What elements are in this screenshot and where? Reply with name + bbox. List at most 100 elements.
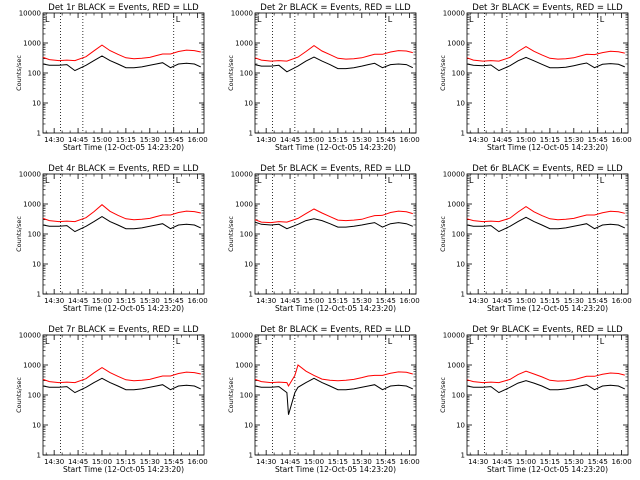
- lld-marker-label: L: [469, 337, 474, 346]
- y-axis-label: Counts/sec: [227, 55, 235, 91]
- lld-marker-label: L: [45, 15, 50, 24]
- y-axis-label: Counts/sec: [439, 55, 447, 91]
- chart-panel-1: Det 1r BLACK = Events, RED = LLD 1 10 100 10…: [15, 3, 208, 152]
- chart-panel-7: Det 7r BLACK = Events, RED = LLD 1 10 100 10…: [15, 325, 208, 474]
- series-events-line: [42, 216, 202, 233]
- y-tick-label: 10: [244, 422, 253, 430]
- series-lld-line: [254, 44, 413, 62]
- series-lld-line: [42, 367, 201, 384]
- series-events-line: [42, 377, 202, 394]
- x-tick-label: 15:00: [304, 297, 324, 305]
- x-tick-label: 14:45: [280, 458, 300, 466]
- x-tick-label: 14:45: [492, 136, 512, 144]
- series-lld-line: [466, 370, 625, 384]
- x-tick-label: 15:30: [140, 136, 160, 144]
- x-tick-label: 16:00: [400, 297, 420, 305]
- x-axis-label: Start Time (12-Oct-05 14:23:20): [275, 143, 396, 152]
- x-tick-label: 15:15: [540, 458, 560, 466]
- y-tick-label: 1: [37, 452, 41, 460]
- x-axis-label: Start Time (12-Oct-05 14:23:20): [487, 143, 608, 152]
- series-events-line: [466, 56, 625, 72]
- lld-marker-label: L: [600, 15, 605, 24]
- y-tick-label: 10000: [443, 171, 465, 179]
- lld-marker-label: L: [257, 337, 262, 346]
- x-axis-label: Start Time (12-Oct-05 14:23:20): [63, 143, 184, 152]
- y-tick-label: 1000: [447, 201, 465, 209]
- series-lld-line: [254, 364, 413, 388]
- y-tick-label: 1: [461, 452, 465, 460]
- y-tick-label: 1: [37, 291, 41, 299]
- y-tick-label: 10000: [19, 332, 41, 340]
- y-tick-label: 100: [240, 392, 253, 400]
- x-axis-label: Start Time (12-Oct-05 14:23:20): [275, 465, 396, 474]
- x-tick-label: 14:45: [492, 297, 512, 305]
- y-tick-label: 10000: [19, 10, 41, 18]
- x-tick-label: 14:45: [280, 136, 300, 144]
- x-tick-label: 15:45: [588, 136, 608, 144]
- y-axis-label: Counts/sec: [15, 216, 23, 252]
- lld-marker-label: L: [388, 15, 393, 24]
- chart-panel-3: Det 3r BLACK = Events, RED = LLD 1 10 100 10…: [439, 3, 632, 152]
- x-tick-label: 15:45: [164, 136, 184, 144]
- lld-marker-label: L: [176, 176, 181, 185]
- y-tick-label: 10000: [443, 10, 465, 18]
- x-tick-label: 15:30: [140, 458, 160, 466]
- lld-marker-label: L: [600, 337, 605, 346]
- lld-marker-label: L: [176, 337, 181, 346]
- axes-frame: [466, 334, 629, 456]
- x-tick-label: 15:15: [116, 136, 136, 144]
- x-tick-label: 14:45: [280, 297, 300, 305]
- x-tick-label: 15:00: [92, 297, 112, 305]
- x-tick-label: 14:30: [256, 458, 276, 466]
- x-axis-label: Start Time (12-Oct-05 14:23:20): [63, 465, 184, 474]
- y-tick-label: 10000: [19, 171, 41, 179]
- x-tick-label: 14:30: [256, 297, 276, 305]
- x-tick-label: 15:30: [564, 458, 584, 466]
- x-tick-label: 15:45: [588, 297, 608, 305]
- y-tick-label: 10: [456, 100, 465, 108]
- x-tick-label: 15:45: [588, 458, 608, 466]
- x-tick-label: 14:45: [68, 136, 88, 144]
- x-tick-label: 14:45: [68, 297, 88, 305]
- y-tick-label: 10: [244, 261, 253, 269]
- chart-title: Det 7r BLACK = Events, RED = LLD: [48, 325, 199, 335]
- y-tick-label: 1: [461, 130, 465, 138]
- x-axis-label: Start Time (12-Oct-05 14:23:20): [487, 465, 608, 474]
- series-lld-line: [42, 44, 201, 62]
- x-tick-label: 14:30: [468, 458, 488, 466]
- x-tick-label: 14:30: [256, 136, 276, 144]
- x-tick-label: 16:00: [188, 297, 208, 305]
- axes-frame: [254, 173, 417, 295]
- axes-frame: [466, 12, 629, 134]
- x-tick-label: 14:30: [44, 458, 64, 466]
- axes-frame: [466, 173, 629, 295]
- lld-marker-label: L: [45, 176, 50, 185]
- y-tick-label: 1000: [23, 362, 41, 370]
- y-tick-label: 10: [32, 261, 41, 269]
- lld-marker-label: L: [388, 176, 393, 185]
- lld-marker-label: L: [176, 15, 181, 24]
- chart-title: Det 1r BLACK = Events, RED = LLD: [48, 3, 199, 13]
- lld-marker-label: L: [469, 15, 474, 24]
- series-events-line: [466, 380, 626, 394]
- y-axis-label: Counts/sec: [227, 216, 235, 252]
- x-tick-label: 15:45: [164, 297, 184, 305]
- chart-title: Det 5r BLACK = Events, RED = LLD: [260, 164, 411, 174]
- x-tick-label: 15:00: [92, 458, 112, 466]
- x-tick-label: 15:30: [140, 297, 160, 305]
- x-tick-label: 15:00: [304, 458, 324, 466]
- x-tick-label: 15:00: [516, 136, 536, 144]
- x-tick-label: 16:00: [612, 297, 632, 305]
- y-tick-label: 10000: [231, 171, 253, 179]
- axes-frame: [254, 334, 417, 456]
- x-tick-label: 15:00: [304, 136, 324, 144]
- y-tick-label: 1: [249, 291, 253, 299]
- x-tick-label: 15:30: [564, 136, 584, 144]
- y-axis-label: Counts/sec: [439, 216, 447, 252]
- y-tick-label: 1: [37, 130, 41, 138]
- lld-marker-label: L: [469, 176, 474, 185]
- series-events-line: [254, 56, 414, 73]
- x-tick-label: 15:00: [516, 297, 536, 305]
- y-tick-label: 100: [28, 231, 41, 239]
